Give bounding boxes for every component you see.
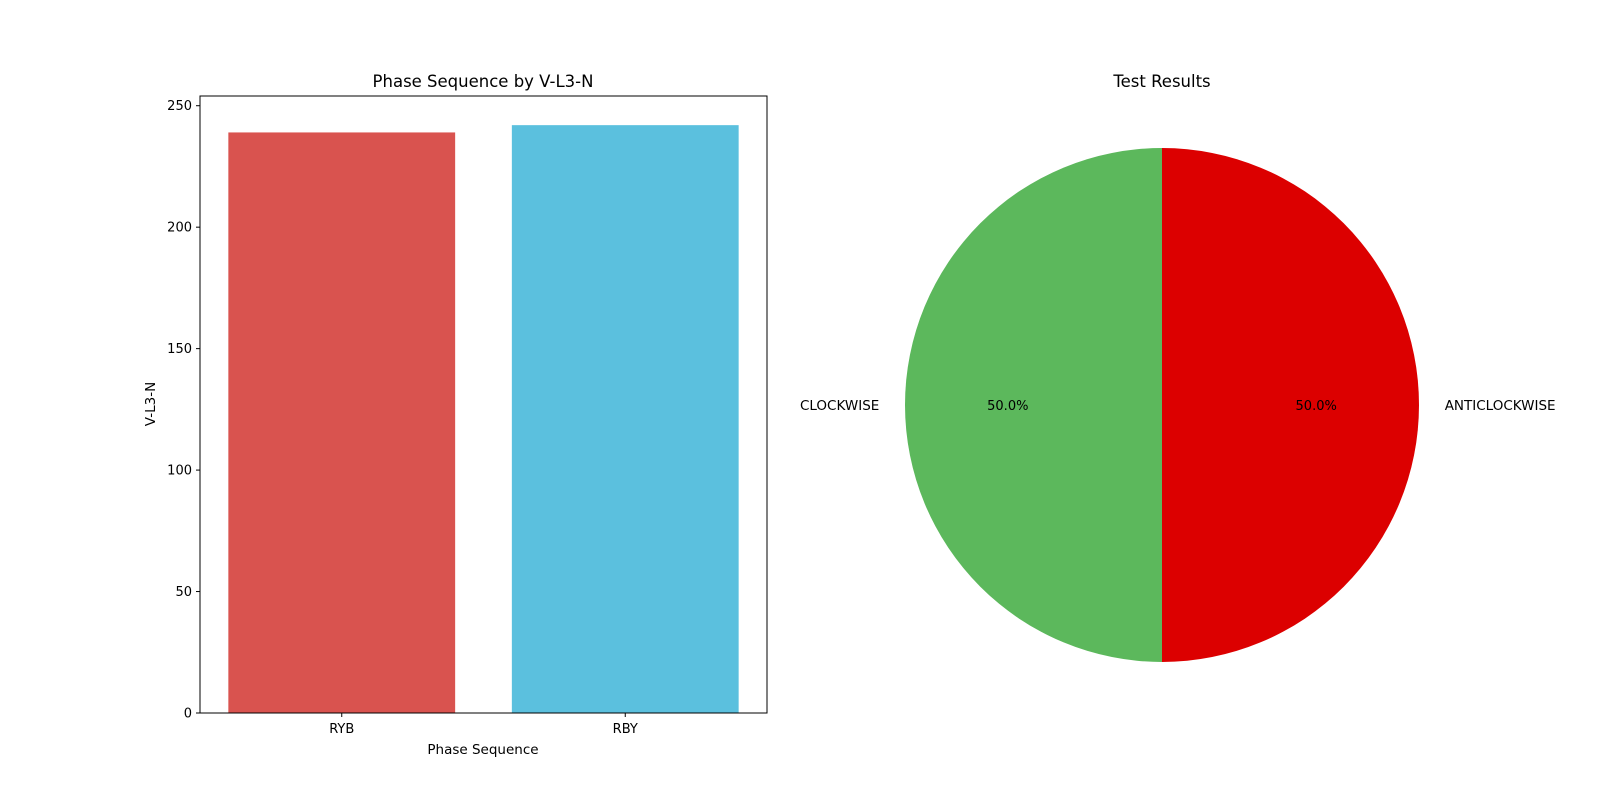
pie-percent-label: 50.0% — [1296, 399, 1337, 414]
bar-rby — [511, 125, 739, 714]
pie-slices — [905, 148, 1419, 662]
y-tick-label: 250 — [167, 99, 192, 114]
pie-label: CLOCKWISE — [800, 398, 879, 414]
pie-slice-anticlockwise — [1162, 148, 1419, 662]
bar-plot-frame — [199, 95, 768, 714]
pie-label: ANTICLOCKWISE — [1445, 398, 1556, 414]
y-axis-ticks: 0 50 100 150 200 250 — [167, 99, 200, 722]
bar-ryb — [228, 132, 456, 713]
y-tick-label: 50 — [175, 585, 192, 600]
bar-chart: Phase Sequence by V-L3-N 0 50 100 150 200 250… — [143, 72, 768, 758]
pie-labels: CLOCKWISE 50.0% ANTICLOCKWISE 50.0% — [800, 398, 1556, 414]
y-tick-label: 100 — [167, 464, 192, 479]
y-axis-label: V-L3-N — [143, 382, 159, 426]
bar-chart-title: Phase Sequence by V-L3-N — [373, 72, 594, 91]
pie-chart-title: Test Results — [1112, 72, 1210, 91]
y-tick-label: 150 — [167, 342, 192, 357]
bar-series — [228, 125, 739, 714]
pie-percent-label: 50.0% — [987, 399, 1028, 414]
y-tick-label: 200 — [167, 221, 192, 236]
x-tick-label: RBY — [613, 722, 638, 737]
x-axis-label: Phase Sequence — [427, 742, 538, 758]
pie-chart: Test Results CLOCKWISE 50.0% ANTICLOCKWISE… — [800, 72, 1556, 662]
x-tick-label: RYB — [329, 722, 354, 737]
x-axis-ticks: RYB RBY — [329, 713, 638, 737]
pie-slice-clockwise — [905, 148, 1162, 662]
y-tick-label: 0 — [184, 707, 192, 722]
